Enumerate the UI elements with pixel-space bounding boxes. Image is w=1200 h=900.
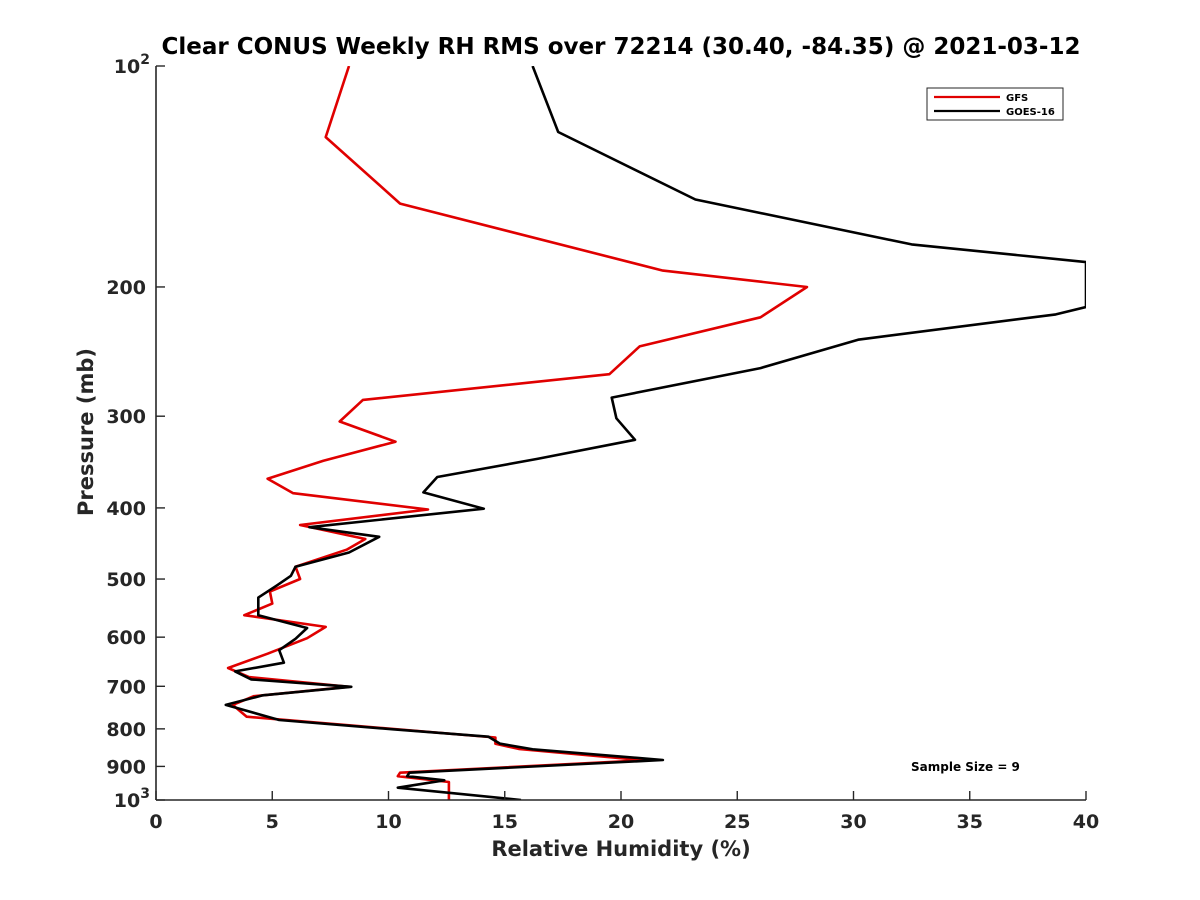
legend-label-gfs: GFS bbox=[1006, 93, 1028, 104]
y-tick-label: 600 bbox=[106, 627, 146, 649]
y-tick-label: 200 bbox=[106, 277, 146, 299]
x-tick-label: 0 bbox=[149, 811, 162, 833]
y-axis-label: Pressure (mb) bbox=[74, 348, 98, 516]
x-tick-label: 35 bbox=[957, 811, 983, 833]
x-tick-label: 10 bbox=[375, 811, 401, 833]
x-tick-label: 30 bbox=[840, 811, 866, 833]
x-tick-label: 25 bbox=[724, 811, 750, 833]
x-tick-label: 15 bbox=[492, 811, 518, 833]
y-tick-label: 103 bbox=[114, 786, 150, 812]
y-tick-label: 400 bbox=[106, 498, 146, 520]
legend-box bbox=[926, 87, 1064, 121]
legend: GFS GOES-16 bbox=[926, 87, 1064, 121]
x-tick-label: 5 bbox=[266, 811, 279, 833]
x-tick-label: 20 bbox=[608, 811, 634, 833]
legend-label-goes16: GOES-16 bbox=[1006, 107, 1055, 118]
series-line-goes16 bbox=[224, 66, 1086, 800]
y-tick-label: 500 bbox=[106, 569, 146, 591]
chart-title: Clear CONUS Weekly RH RMS over 72214 (30… bbox=[162, 34, 1081, 60]
axes: 0 5 10 15 20 25 30 35 40 102 200 300 400 500 600 700 800… bbox=[106, 52, 1099, 833]
y-tick-label: 800 bbox=[106, 719, 146, 741]
y-tick-label: 300 bbox=[106, 406, 146, 428]
sample-size-annotation: Sample Size = 9 bbox=[911, 760, 1020, 774]
y-tick-label: 900 bbox=[106, 756, 146, 778]
x-tick-label: 40 bbox=[1073, 811, 1099, 833]
y-tick-label: 102 bbox=[114, 52, 150, 78]
x-axis-label: Relative Humidity (%) bbox=[491, 837, 750, 861]
plot-area bbox=[224, 66, 1086, 800]
y-tick-label: 700 bbox=[106, 676, 146, 698]
